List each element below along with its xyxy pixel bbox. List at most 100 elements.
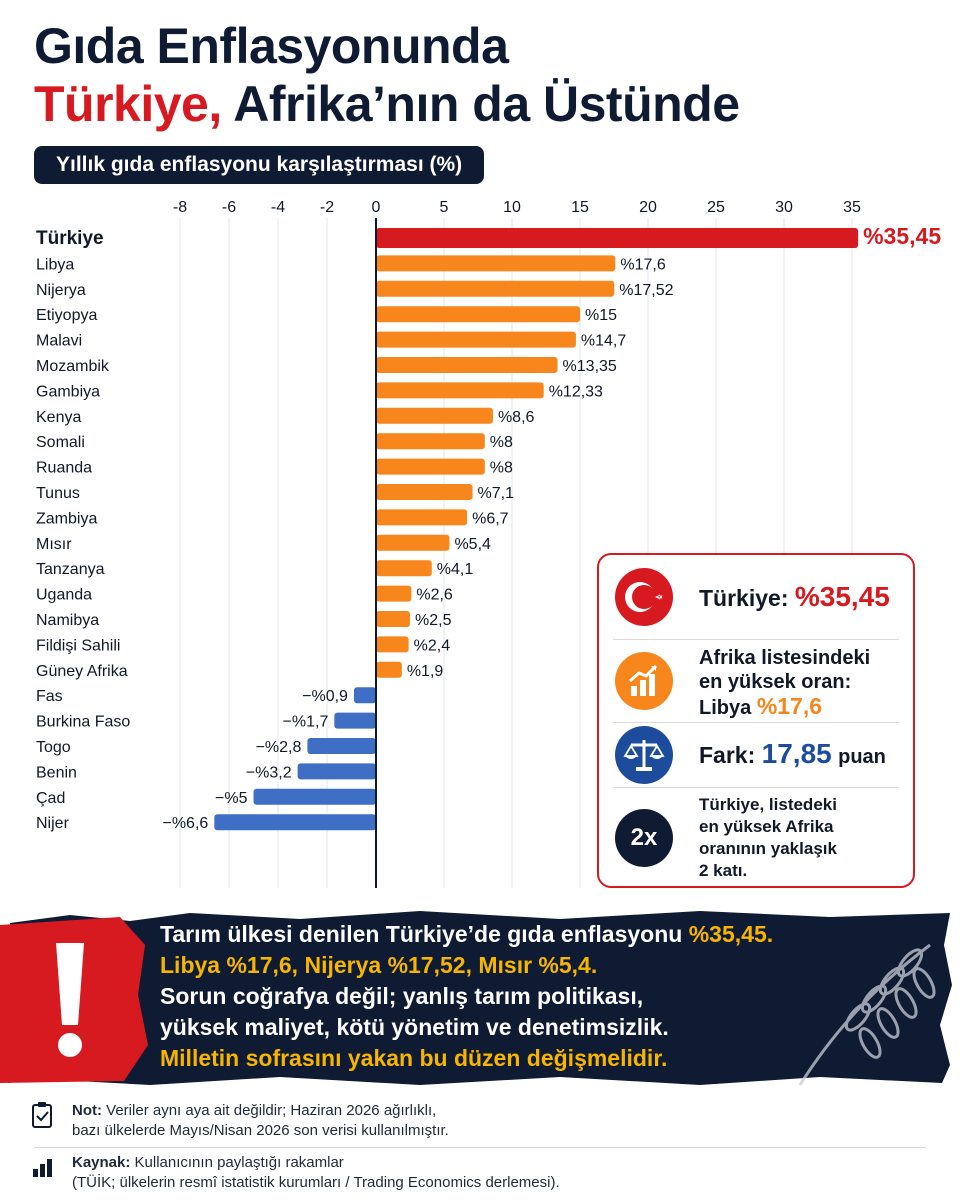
value-label: −%6,6: [162, 815, 208, 832]
category-label: Gambiya: [36, 383, 100, 400]
category-label: Nijer: [36, 815, 70, 832]
bar: [376, 509, 468, 526]
summary-libya-value: %17,6: [756, 693, 823, 719]
category-label: Zambiya: [36, 510, 97, 527]
rising-chart-icon: [615, 652, 673, 710]
bar-chart-icon: [33, 1159, 52, 1177]
summary-difference-unit: puan: [838, 746, 886, 768]
category-label: Nijerya: [36, 282, 86, 299]
title-rest: Afrika’nın da Üstünde: [233, 76, 740, 132]
bar: [297, 763, 376, 780]
bar: [376, 611, 410, 627]
category-label: Etiyopya: [36, 307, 97, 324]
bar: [214, 814, 376, 831]
x-tick-label: 20: [639, 199, 657, 216]
value-label: %13,35: [563, 358, 617, 375]
category-label: Ruanda: [36, 460, 92, 477]
bar: [376, 661, 402, 678]
value-label: %8: [490, 460, 513, 477]
banner-line4: yüksek maliyet, kötü yönetim ve denetims…: [160, 1014, 669, 1040]
value-label: %14,7: [581, 333, 626, 350]
value-label: %15: [585, 307, 617, 324]
category-label: Kenya: [36, 409, 81, 426]
x-tick-label: 35: [843, 199, 861, 216]
note-text-1: Veriler aynı aya ait değildir; Haziran 2…: [102, 1102, 437, 1119]
value-label: %35,45: [863, 223, 941, 249]
category-label: Mısır: [36, 536, 72, 553]
scales-icon: [615, 726, 673, 784]
x-tick-label: -2: [320, 199, 334, 216]
value-label: %6,7: [472, 510, 509, 527]
x-tick-label: 15: [571, 199, 589, 216]
x-tick-label: 10: [503, 199, 521, 216]
summary-row-difference: Fark: 17,85 puan: [599, 723, 913, 787]
category-label: Uganda: [36, 587, 92, 604]
bar: [253, 788, 376, 805]
value-label: %17,52: [619, 282, 673, 299]
bar: [376, 357, 558, 373]
exclamation-icon: [56, 943, 84, 1057]
summary-ratio-line2: en yüksek Afrika: [699, 817, 834, 836]
banner-line1: Tarım ülkesi denilen Türkiye’de gıda enf…: [160, 921, 689, 947]
bar: [376, 331, 576, 348]
x-tick-label: 30: [775, 199, 793, 216]
banner-message: Tarım ülkesi denilen Türkiye’de gıda enf…: [160, 919, 900, 1074]
summary-libya-line2: en yüksek oran:: [699, 671, 852, 693]
summary-box: Türkiye: %35,45 Afrika listesindeki en y…: [597, 553, 915, 888]
summary-row-turkey: Türkiye: %35,45: [599, 555, 913, 639]
value-label: −%5: [215, 790, 248, 807]
page-title-line2: Türkiye, Afrika’nın da Üstünde: [34, 76, 740, 132]
x-tick-label: -4: [271, 199, 285, 216]
category-label: Türkiye: [36, 228, 104, 249]
summary-libya-line1: Afrika listesindeki: [699, 647, 871, 669]
bar: [376, 433, 485, 450]
banner-line3: Sorun coğrafya değil; yanlış tarım polit…: [160, 983, 644, 1009]
summary-ratio-line4: 2 katı.: [699, 861, 748, 880]
chart-subtitle: Yıllık gıda enflasyonu karşılaştırması (…: [34, 146, 485, 184]
summary-difference-label: Fark:: [699, 742, 756, 768]
x-tick-label: 0: [372, 199, 381, 216]
value-label: %8,6: [498, 409, 535, 426]
value-label: %7,1: [478, 485, 515, 502]
value-label: %17,6: [620, 256, 665, 273]
summary-ratio-line3: oranının yaklaşık: [699, 839, 837, 858]
value-label: %8: [490, 434, 513, 451]
note-text-2: bazı ülkelerde Mayıs/Nisan 2026 son veri…: [72, 1122, 449, 1139]
bar: [376, 560, 432, 577]
category-label: Burkina Faso: [36, 714, 130, 731]
category-label: Namibya: [36, 612, 99, 629]
value-label: %2,5: [415, 612, 452, 629]
bar: [353, 687, 376, 704]
page-title-line1: Gıda Enflasyonunda: [34, 18, 509, 74]
bar: [376, 585, 412, 602]
banner-line5: Milletin sofrasını yakan bu düzen değişm…: [160, 1045, 668, 1071]
value-label: %4,1: [437, 561, 474, 578]
summary-row-libya: Afrika listesindeki en yüksek oran: Liby…: [599, 640, 913, 722]
value-label: −%2,8: [256, 739, 302, 756]
category-label: Somali: [36, 434, 85, 451]
value-label: %2,4: [414, 637, 451, 654]
note-label: Not:: [72, 1102, 102, 1119]
value-label: %5,4: [454, 536, 491, 553]
wheat-icon: [798, 943, 936, 1086]
category-label: Malavi: [36, 333, 82, 350]
summary-libya-country: Libya: [699, 697, 752, 719]
banner-line2: Libya %17,6, Nijerya %17,52, Mısır %5,4.: [160, 952, 598, 978]
x-tick-label: 25: [707, 199, 725, 216]
category-label: Togo: [36, 739, 71, 756]
bar: [376, 458, 485, 475]
title-highlight: Türkiye,: [34, 76, 222, 132]
banner-line1-value: %35,45.: [688, 921, 774, 947]
summary-ratio-line1: Türkiye, listedeki: [699, 795, 837, 814]
value-label: −%1,7: [283, 714, 329, 731]
category-label: Fildişi Sahili: [36, 637, 120, 654]
value-label: −%0,9: [302, 688, 348, 705]
bar: [376, 407, 493, 424]
x-tick-label: -8: [173, 199, 187, 216]
value-label: %12,33: [549, 383, 603, 400]
bar: [376, 534, 450, 551]
2x-badge-icon: 2x: [615, 809, 673, 867]
category-label: Tunus: [36, 485, 80, 502]
source-text-1: Kullanıcının paylaştığı rakamlar: [130, 1154, 344, 1171]
bar-chart: -8 -6 -4 -2 0 5 10 15 20 25 30 35 Türkiye %35,45 Libya…: [36, 199, 941, 888]
